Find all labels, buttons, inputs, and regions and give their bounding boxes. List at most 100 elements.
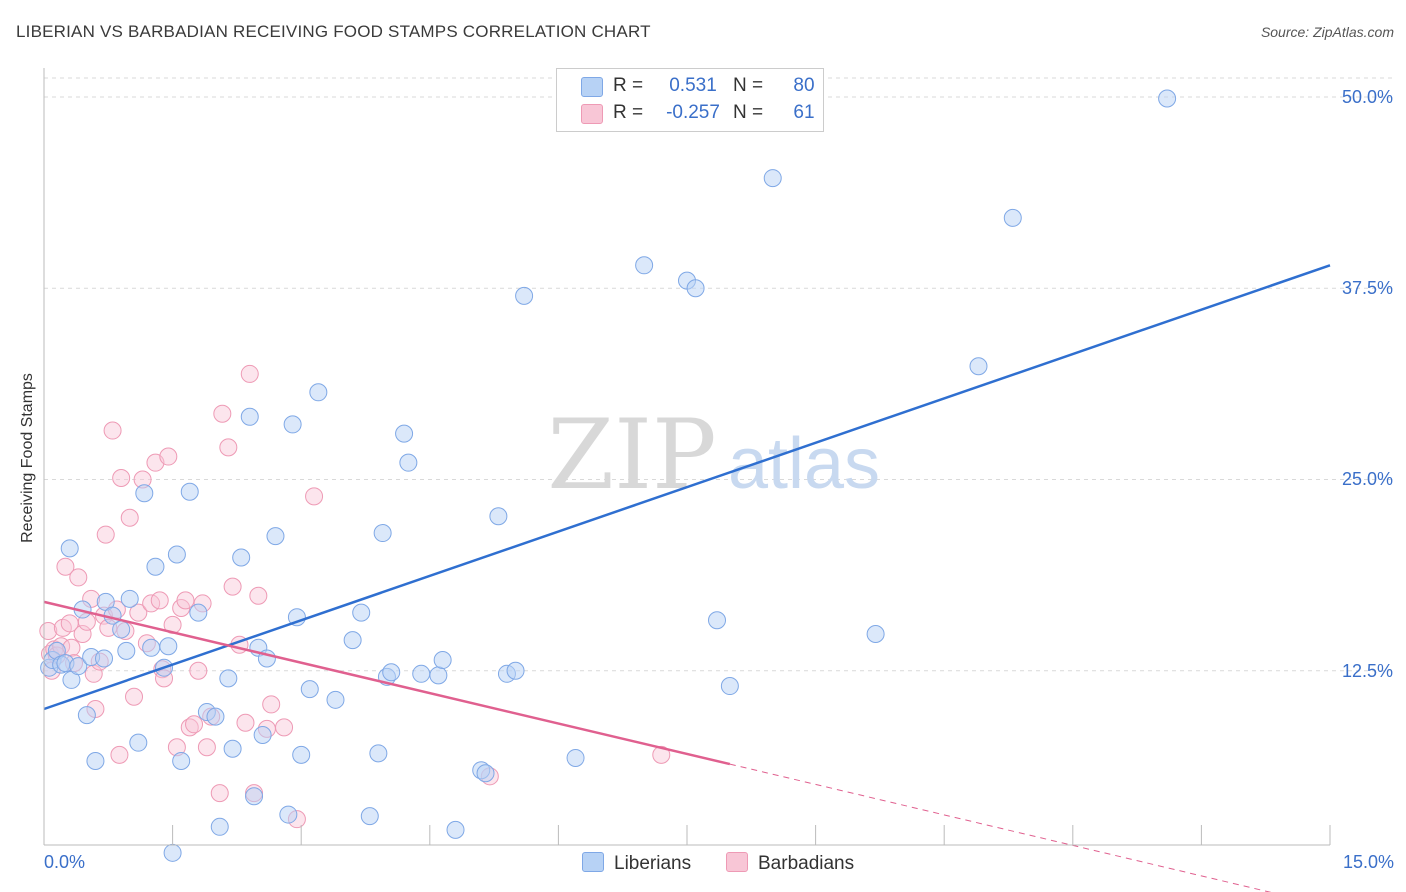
y-tick-label: 12.5% [1341,661,1393,681]
barbadian-point [223,577,242,596]
barbadian-point [39,621,58,640]
barbadian-point [110,745,129,764]
n-value: 61 [793,102,815,123]
liberian-point [635,256,654,275]
liberian-point [69,657,88,676]
n-value: 80 [793,75,815,96]
barbadian-point [112,468,131,487]
liberian-point [159,637,178,656]
barbadian-point [120,508,139,527]
liberian-point [129,733,148,752]
correlation-legend: R = 0.531 N = 80 R = -0.257 N = 61 [556,68,824,132]
liberian-point [86,752,105,771]
liberian-point [343,631,362,650]
barbadian-trend-line [43,600,731,766]
legend-item-liberians[interactable]: Liberians [582,852,691,876]
liberian-point [206,707,225,726]
barbadian-point [96,525,115,544]
barbadian-point [219,438,238,457]
liberian-point [969,357,988,376]
liberian-point [429,666,448,685]
chart-title: LIBERIAN VS BARBADIAN RECEIVING FOOD STA… [16,22,651,41]
barbadian-point [176,591,195,610]
liberian-point [446,820,465,839]
barbadian-point [197,738,216,757]
barbadians-swatch [581,104,603,124]
liberian-point [506,661,525,680]
n-label: N = [733,75,764,96]
barbadian-point [652,745,671,764]
liberian-point [77,706,96,725]
barbadian-point [125,687,144,706]
legend-label: Liberians [614,853,692,874]
n-label: N = [733,102,764,123]
liberian-point [300,680,319,699]
r-value: -0.257 [666,102,720,123]
liberian-point [489,507,508,526]
liberian-point [266,527,285,546]
liberian-point [326,690,345,709]
liberian-point [1003,208,1022,227]
liberian-trend-line [43,264,1331,711]
liberian-point [142,638,161,657]
liberian-point [283,415,302,434]
liberian-point [180,482,199,501]
r-value: 0.531 [669,75,717,96]
barbadian-point [275,718,294,737]
liberian-point [112,620,131,639]
liberian-point [708,611,727,630]
liberian-point [476,764,495,783]
liberian-point [763,169,782,188]
y-tick-label: 25.0% [1341,469,1393,489]
barbadian-point [213,404,232,423]
liberian-point [382,663,401,682]
liberian-point [135,484,154,503]
liberian-point [866,625,885,644]
liberian-point [399,453,418,472]
legend-item-barbadians[interactable]: Barbadians [726,852,854,876]
liberian-point [189,603,208,622]
liberian-point [395,424,414,443]
r-label: R = [613,75,644,96]
barbadian-point [159,447,178,466]
watermark: ZIP atlas [547,399,880,511]
barbadians-swatch [726,852,748,872]
liberian-point [566,748,585,767]
liberian-point [360,807,379,826]
liberians-swatch [581,77,603,97]
barbadian-point [69,568,88,587]
liberian-point [412,664,431,683]
liberian-point [163,843,182,862]
liberian-point [219,669,238,688]
liberian-point [60,539,79,558]
liberian-point [210,817,229,836]
liberian-point [223,739,242,758]
barbadian-point [262,695,281,714]
liberian-point [279,805,298,824]
y-tick-label: 50.0% [1341,87,1393,107]
liberian-point [167,545,186,564]
barbadian-point [249,586,268,605]
liberian-point [515,286,534,305]
liberian-point [253,726,272,745]
liberian-point [172,752,191,771]
barbadian-point [210,784,229,803]
barbadian-point [73,625,92,644]
liberian-point [352,603,371,622]
barbadian-point [103,421,122,440]
legend-label: Barbadians [758,853,855,874]
liberian-point [309,383,328,402]
barbadian-point [56,557,75,576]
barbadian-point [150,591,169,610]
barbadian-point [189,661,208,680]
r-label: R = [613,102,644,123]
liberian-point [120,589,139,608]
liberian-point [373,524,392,543]
barbadian-point [236,713,255,732]
liberian-point [240,407,259,426]
barbadian-point [305,487,324,506]
barbadian-point [240,364,259,383]
liberian-point [369,744,388,763]
liberian-point [1158,89,1177,108]
